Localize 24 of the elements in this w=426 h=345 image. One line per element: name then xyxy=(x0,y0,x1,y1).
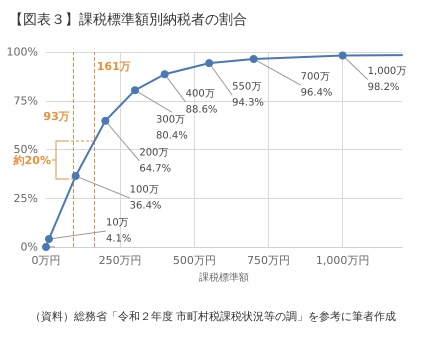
x-tick-label: 0万円 xyxy=(32,254,60,267)
x-tick-label: 500万円 xyxy=(172,254,216,267)
y-tick-label: 100% xyxy=(6,46,38,58)
text: （資料）総務省「令和２年度 市町村税課税状況等の調」を参考に筆者作成 xyxy=(30,310,396,323)
data-label: 550万 94.3% xyxy=(232,82,264,109)
ref-line-label: 161万 xyxy=(96,60,131,73)
x-axis-title: 課税標準額 xyxy=(199,272,249,284)
y-tick-label: 50% xyxy=(14,143,38,156)
x-tick-label: 750万円 xyxy=(247,254,290,267)
y-tick-label: 75% xyxy=(14,94,38,108)
data-label: 300万 80.4% xyxy=(156,114,188,142)
x-tick-label: 250万円 xyxy=(98,254,142,267)
data-label: 700万 96.4% xyxy=(300,72,332,99)
data-label: 400万 88.6% xyxy=(186,88,218,116)
annotation: 約20% xyxy=(12,154,51,167)
y-tick-label: 0% xyxy=(20,240,38,254)
data-label: 200万 64.7% xyxy=(139,147,172,174)
ref-line-label: 93万 xyxy=(43,110,70,123)
x-tick-label: 1,000万円 xyxy=(316,254,370,267)
data-label: 10万 4.1% xyxy=(106,218,132,245)
y-tick-label: 25% xyxy=(14,192,38,205)
data-label: 1,000万 98.2% xyxy=(368,66,406,94)
data-label: 100万 36.4% xyxy=(130,184,162,212)
chart-title: 【図表３】課税標準額別納税者の割合 xyxy=(9,12,247,28)
